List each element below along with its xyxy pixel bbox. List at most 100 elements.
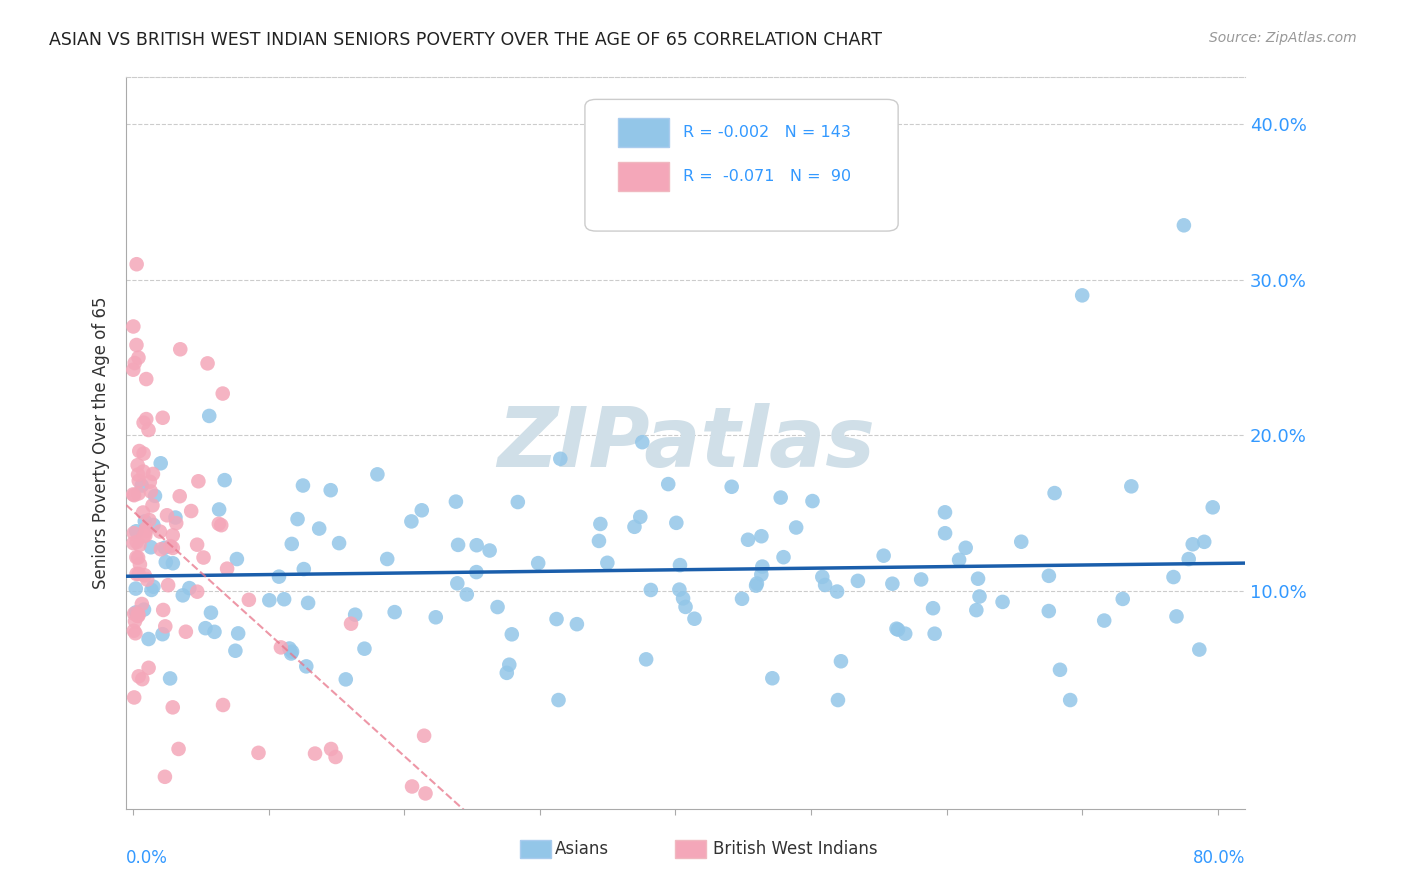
Point (287, 512, 309, 526)
Point (138, 513, 160, 527)
Point (186, 584, 208, 599)
Point (456, 587, 478, 601)
Point (238, 592, 260, 607)
Point (498, 657, 520, 672)
Point (134, 514, 156, 528)
Point (153, 541, 176, 555)
Point (589, 516, 612, 531)
Point (924, 626, 946, 640)
Point (128, 474, 150, 488)
Point (486, 600, 509, 615)
Point (267, 569, 290, 583)
Point (124, 626, 146, 640)
Point (165, 516, 187, 530)
Point (125, 582, 148, 596)
Point (751, 529, 773, 543)
Point (197, 356, 219, 370)
Text: British West Indians: British West Indians (713, 840, 877, 858)
Point (142, 580, 165, 594)
Point (801, 494, 824, 508)
Point (270, 640, 292, 655)
Point (1121, 479, 1143, 493)
Point (122, 624, 145, 638)
Point (934, 505, 956, 519)
Point (281, 645, 304, 659)
Point (142, 518, 165, 533)
Point (1192, 534, 1215, 549)
Point (125, 535, 148, 549)
Point (547, 693, 569, 707)
Point (761, 671, 783, 685)
Point (214, 473, 236, 487)
Text: Source: ZipAtlas.com: Source: ZipAtlas.com (1209, 31, 1357, 45)
Point (1038, 604, 1060, 618)
Point (211, 386, 233, 401)
Point (193, 550, 215, 565)
Point (122, 607, 145, 621)
Point (872, 549, 894, 563)
Point (198, 409, 221, 423)
Point (155, 555, 177, 569)
Point (411, 503, 433, 517)
Point (969, 590, 991, 604)
Point (366, 467, 388, 482)
Point (122, 690, 145, 705)
Text: R =  -0.071   N =  90: R = -0.071 N = 90 (683, 169, 852, 184)
Point (180, 504, 202, 518)
Point (465, 565, 488, 579)
Point (179, 581, 201, 595)
Point (1038, 569, 1060, 583)
Point (894, 626, 917, 640)
Point (134, 568, 156, 582)
Point (669, 558, 692, 573)
Point (814, 578, 837, 592)
Point (335, 673, 357, 687)
Point (122, 319, 145, 334)
Point (811, 570, 834, 584)
Point (785, 520, 807, 534)
Point (886, 622, 908, 636)
Point (124, 356, 146, 370)
FancyBboxPatch shape (585, 99, 898, 231)
Point (132, 416, 155, 430)
Point (565, 617, 588, 632)
Point (141, 499, 163, 513)
Point (683, 612, 706, 626)
Point (167, 742, 190, 756)
Point (122, 487, 145, 501)
Point (127, 550, 149, 565)
Point (139, 475, 162, 489)
Point (465, 538, 488, 552)
Point (657, 477, 679, 491)
Point (149, 456, 172, 470)
Point (204, 624, 226, 639)
Point (122, 362, 145, 376)
Point (135, 524, 157, 538)
Point (749, 567, 772, 582)
Point (668, 582, 690, 597)
Point (401, 780, 423, 794)
Point (846, 574, 869, 588)
Point (745, 579, 768, 593)
Point (128, 669, 150, 683)
Point (162, 700, 184, 714)
Point (127, 608, 149, 623)
Point (125, 566, 148, 581)
Point (225, 552, 247, 566)
Point (325, 750, 347, 764)
Point (955, 541, 977, 555)
Point (720, 480, 742, 494)
Point (1071, 288, 1094, 302)
Text: 80.0%: 80.0% (1192, 849, 1244, 867)
Bar (619, 161, 669, 191)
Point (319, 483, 342, 498)
Point (1173, 219, 1195, 233)
Point (384, 605, 406, 619)
Point (129, 558, 152, 572)
Point (127, 458, 149, 472)
Point (948, 553, 970, 567)
Point (991, 595, 1014, 609)
Point (478, 543, 501, 558)
Point (665, 516, 688, 530)
Point (280, 647, 302, 661)
